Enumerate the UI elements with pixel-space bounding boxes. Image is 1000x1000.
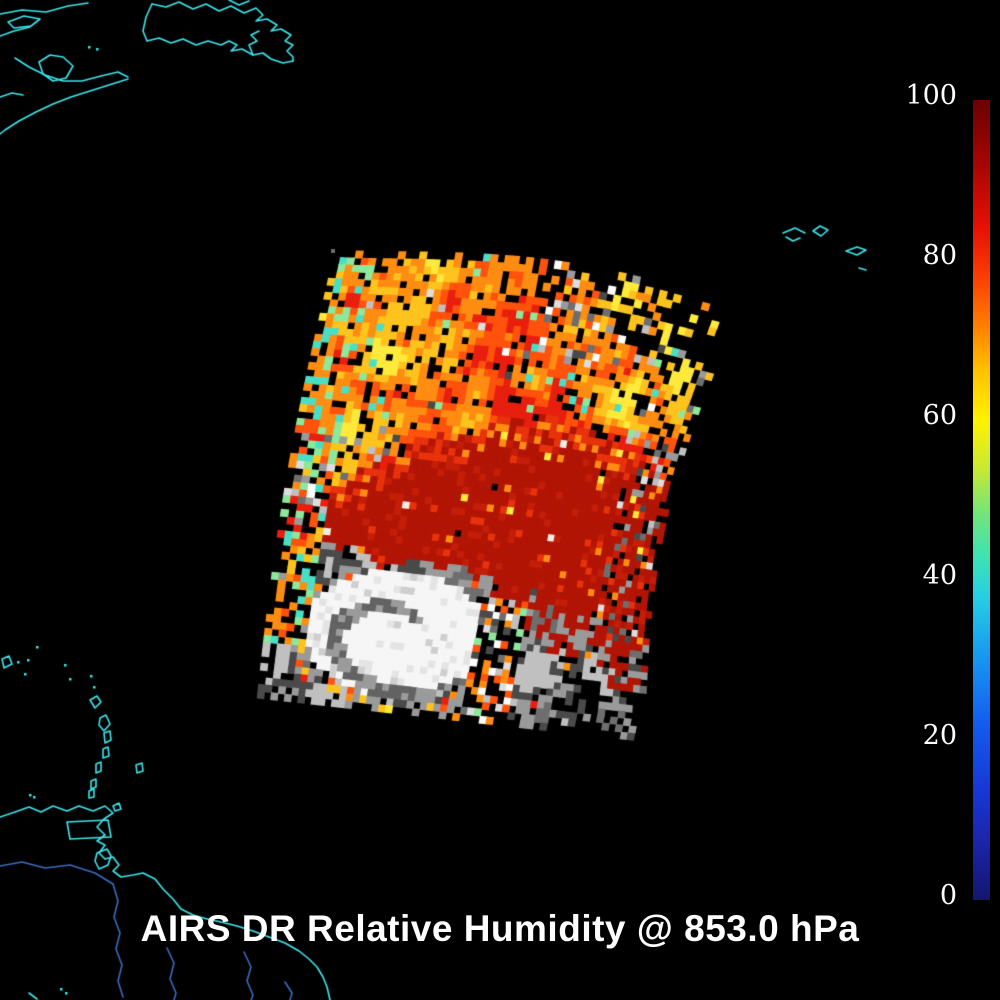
colorbar-gradient: [973, 100, 990, 900]
colorbar-tick-label: 0: [939, 880, 957, 911]
colorbar-tick-label: 40: [922, 560, 957, 591]
colorbar-tick-label: 80: [922, 240, 957, 271]
plot-title: AIRS DR Relative Humidity @ 853.0 hPa: [140, 908, 860, 949]
colorbar-tick-label: 20: [922, 720, 957, 751]
colorbar-tick-label: 100: [905, 80, 957, 111]
colorbar-tick-label: 60: [922, 400, 957, 431]
